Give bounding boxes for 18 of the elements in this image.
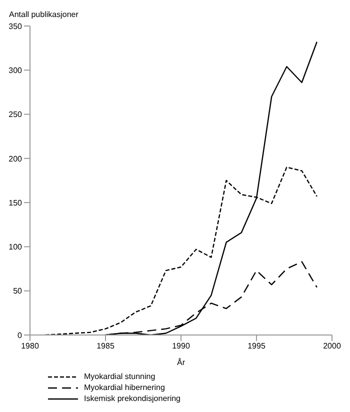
x-tick-label: 1995: [248, 342, 266, 351]
y-tick-label: 250: [8, 110, 23, 120]
y-tick-label: 0: [18, 330, 23, 340]
x-axis-title: År: [177, 358, 186, 367]
y-tick-label: 350: [8, 22, 23, 31]
y-axis-title: Antall publikasjoner: [9, 10, 79, 19]
legend-label: Myokardial hibernering: [84, 383, 165, 392]
y-tick-label: 200: [8, 154, 23, 164]
x-tick-label: 1980: [21, 342, 40, 351]
x-tick-label: 1990: [172, 342, 190, 351]
legend-label: Myokardial stunning: [84, 372, 156, 381]
y-tick-label: 300: [8, 66, 23, 75]
x-tick-label: 1985: [96, 342, 115, 351]
legend-label: Iskemisk prekondisjonering: [84, 394, 180, 403]
y-tick-label: 150: [8, 198, 23, 208]
x-tick-label: 2000: [323, 342, 342, 351]
y-tick-label: 100: [8, 242, 23, 252]
y-tick-label: 50: [13, 286, 23, 296]
